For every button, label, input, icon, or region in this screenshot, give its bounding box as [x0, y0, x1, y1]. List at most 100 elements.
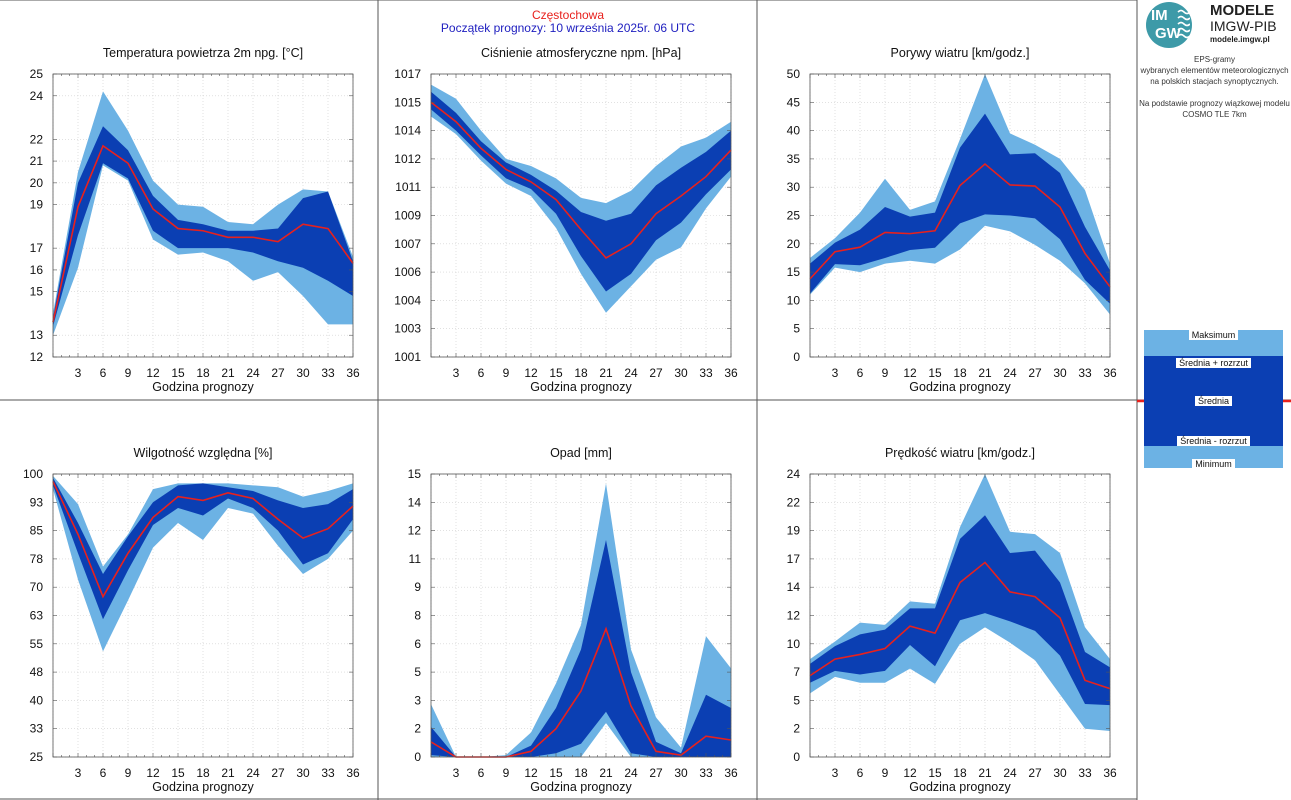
x-tick-label: 21	[599, 766, 613, 780]
y-tick-label: 20	[30, 176, 44, 190]
station-name: Częstochowa	[531, 8, 605, 22]
x-tick-label: 27	[1028, 766, 1042, 780]
x-tick-label: 21	[978, 366, 992, 380]
y-tick-label: 10	[787, 293, 801, 307]
brand-url: modele.imgw.pl	[1210, 35, 1270, 44]
y-tick-label: 25	[30, 750, 44, 764]
x-tick-label: 6	[100, 366, 107, 380]
y-tick-label: 16	[30, 263, 44, 277]
y-tick-label: 8	[414, 609, 421, 623]
chart-title: Opad [mm]	[550, 446, 612, 460]
y-tick-label: 1017	[394, 67, 421, 81]
y-tick-label: 50	[787, 67, 801, 81]
band-spread	[810, 515, 1110, 706]
x-tick-label: 12	[524, 766, 538, 780]
y-tick-label: 63	[30, 609, 44, 623]
x-tick-label: 30	[1053, 366, 1067, 380]
y-tick-label: 1015	[394, 95, 421, 109]
y-tick-label: 12	[30, 350, 44, 364]
y-tick-label: 13	[30, 328, 44, 342]
x-axis-label: Godzina prognozy	[909, 780, 1011, 794]
description-line: Na podstawie prognozy wiązkowej modelu	[1139, 99, 1290, 108]
x-tick-label: 15	[928, 766, 942, 780]
y-tick-label: 0	[793, 350, 800, 364]
x-tick-label: 6	[100, 766, 107, 780]
x-tick-label: 21	[978, 766, 992, 780]
y-tick-label: 1014	[394, 124, 421, 138]
x-tick-label: 24	[1003, 766, 1017, 780]
chart-title: Ciśnienie atmosferyczne npm. [hPa]	[481, 46, 681, 60]
x-tick-label: 6	[857, 766, 864, 780]
x-tick-label: 27	[271, 366, 285, 380]
x-tick-label: 9	[503, 366, 510, 380]
x-tick-label: 18	[196, 766, 210, 780]
x-tick-label: 3	[832, 766, 839, 780]
y-tick-label: 5	[793, 693, 800, 707]
logo-mark-bottom: GW	[1155, 25, 1181, 42]
x-tick-label: 36	[1103, 766, 1117, 780]
mean-line	[809, 561, 1111, 690]
x-tick-label: 15	[549, 366, 563, 380]
band-min-max	[431, 84, 731, 313]
description-line	[1138, 87, 1291, 98]
description-line: COSMO TLE 7km	[1182, 110, 1247, 119]
x-tick-label: 36	[724, 366, 738, 380]
description-line: na polskich stacjach synoptycznych.	[1150, 77, 1279, 86]
x-tick-label: 24	[1003, 366, 1017, 380]
x-tick-label: 30	[296, 766, 310, 780]
y-tick-label: 15	[787, 265, 801, 279]
y-tick-label: 1011	[395, 180, 421, 194]
y-tick-label: 40	[787, 124, 801, 138]
x-tick-label: 15	[171, 366, 185, 380]
y-tick-label: 0	[793, 750, 800, 764]
y-tick-label: 1004	[394, 293, 421, 307]
x-tick-label: 30	[1053, 766, 1067, 780]
chart-title: Prędkość wiatru [km/godz.]	[885, 446, 1035, 460]
x-tick-label: 30	[674, 366, 688, 380]
x-tick-label: 9	[125, 366, 132, 380]
brand-line2: IMGW-PIB	[1210, 18, 1277, 34]
y-tick-label: 9	[414, 580, 421, 594]
y-tick-label: 70	[30, 580, 44, 594]
x-tick-label: 33	[321, 766, 335, 780]
mean-line	[52, 144, 354, 323]
y-tick-label: 55	[30, 637, 44, 651]
mean-line	[809, 162, 1111, 288]
y-tick-label: 22	[30, 132, 44, 146]
legend-band-light-bottom	[1144, 446, 1283, 468]
x-axis-label: Godzina prognozy	[530, 780, 632, 794]
imgw-logo-icon: IM GW	[1146, 2, 1192, 48]
legend-max: Maksimum	[1188, 330, 1239, 340]
y-tick-label: 35	[787, 152, 801, 166]
x-tick-label: 30	[674, 766, 688, 780]
chart-2: 1001 1003 1004 1006 1007 1009 1011 1012 1014 1015…	[394, 46, 738, 394]
imgw-logo[interactable]: IM GW MODELE IMGW-PIB modele.imgw.pl	[1146, 2, 1282, 48]
y-tick-label: 40	[30, 693, 44, 707]
x-axis-label: Godzina prognozy	[152, 380, 254, 394]
x-tick-label: 18	[953, 766, 967, 780]
waves-icon	[1177, 9, 1190, 39]
band-spread	[431, 540, 731, 757]
y-tick-label: 100	[23, 467, 43, 481]
chart-title: Wilgotność względna [%]	[134, 446, 273, 460]
legend-mean-plus: Średnia + rozrzut	[1176, 358, 1251, 368]
y-tick-label: 7	[793, 665, 800, 679]
x-axis-label: Godzina prognozy	[152, 780, 254, 794]
x-tick-label: 15	[549, 766, 563, 780]
y-tick-label: 33	[30, 722, 44, 736]
x-tick-label: 3	[75, 766, 82, 780]
x-tick-label: 36	[1103, 366, 1117, 380]
y-tick-label: 45	[787, 95, 801, 109]
x-axis-label: Godzina prognozy	[909, 380, 1011, 394]
logo-mark-top: IM	[1151, 7, 1168, 24]
y-tick-label: 6	[414, 637, 421, 651]
x-tick-label: 3	[75, 366, 82, 380]
x-tick-label: 33	[699, 766, 713, 780]
x-tick-label: 6	[478, 766, 485, 780]
y-tick-label: 0	[414, 750, 421, 764]
x-tick-label: 33	[321, 366, 335, 380]
x-tick-label: 24	[624, 766, 638, 780]
